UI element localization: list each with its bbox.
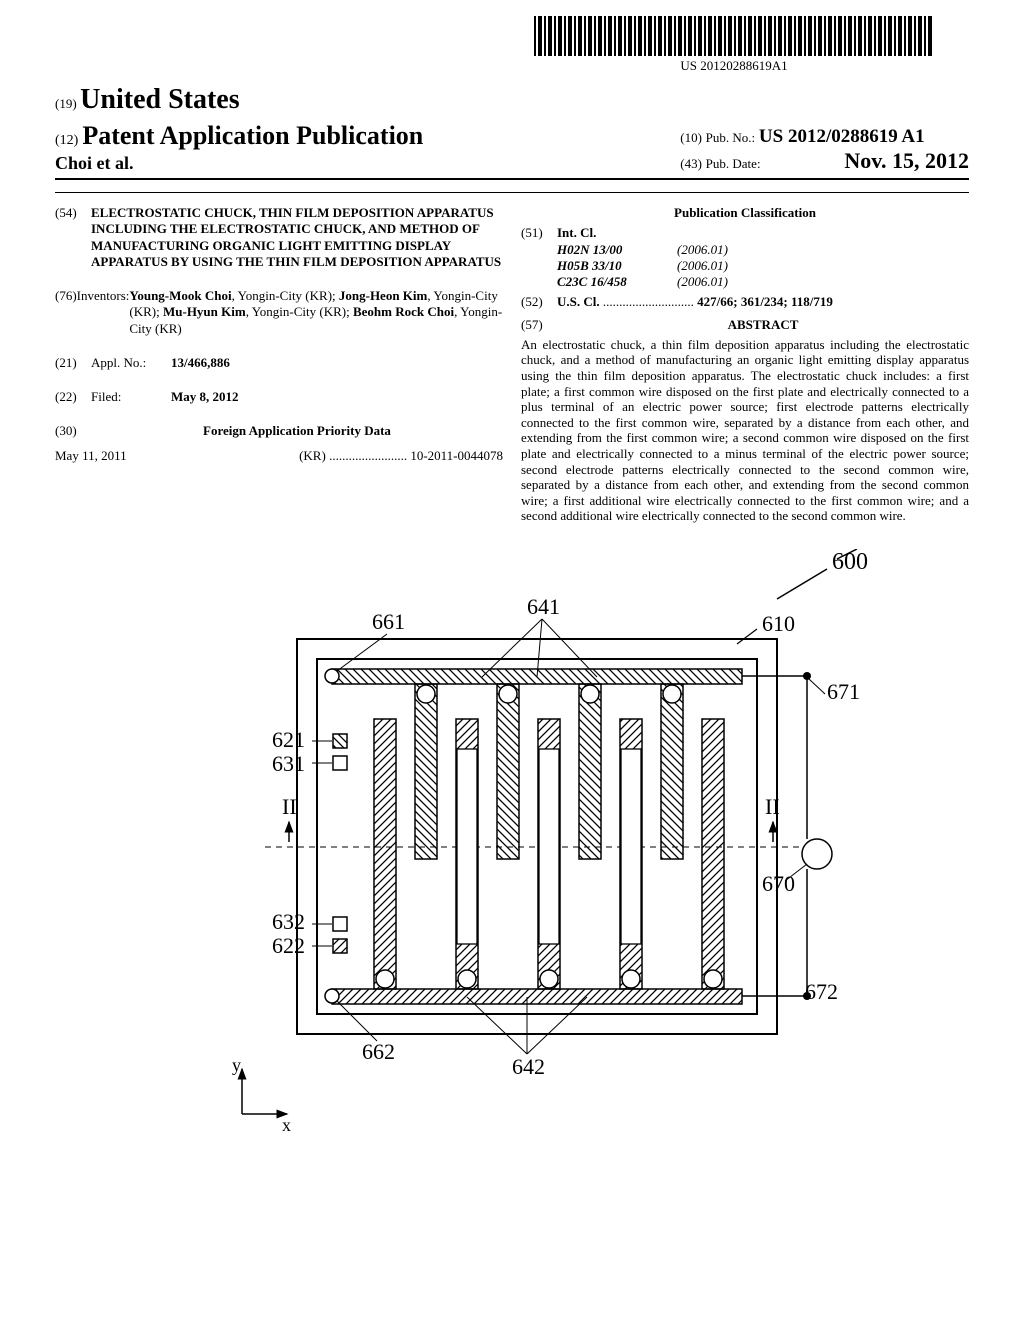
code-54: (54) — [55, 205, 91, 270]
label-641: 641 — [527, 594, 560, 619]
divider-thin — [55, 192, 969, 193]
barcode-text: US 20120288619A1 — [534, 58, 934, 74]
figure-area: 600 610 641 661 671 — [55, 549, 969, 1139]
ipc-year: (2006.01) — [677, 258, 969, 274]
ipc-code: H02N 13/00 — [557, 242, 677, 258]
code-51: (51) — [521, 225, 557, 290]
label-672: 672 — [805, 979, 838, 1004]
priority-number: 10-2011-0044078 — [410, 448, 503, 463]
label-662: 662 — [362, 1039, 395, 1064]
priority-title: Foreign Application Priority Data — [91, 423, 503, 439]
code-57: (57) — [521, 317, 557, 337]
priority-date: May 11, 2011 — [55, 448, 127, 464]
appl-no-value: 13/466,886 — [171, 355, 503, 371]
inventor-name: Young-Mook Choi — [129, 288, 231, 303]
ipc-code: H05B 33/10 — [557, 258, 677, 274]
code-22: (22) — [55, 389, 91, 405]
label-670: 670 — [762, 871, 795, 896]
label-632: 632 — [272, 909, 305, 934]
label-610: 610 — [762, 611, 795, 636]
publication-type: Patent Application Publication — [82, 121, 423, 150]
label-section-left: II — [282, 794, 297, 819]
ipc-year: (2006.01) — [677, 242, 969, 258]
left-column: (54) ELECTROSTATIC CHUCK, THIN FILM DEPO… — [55, 205, 503, 524]
inventor-loc: , Yongin-City (KR); — [232, 288, 339, 303]
pub-no-label: Pub. No.: — [706, 130, 755, 145]
divider-thick — [55, 178, 969, 180]
invention-title: ELECTROSTATIC CHUCK, THIN FILM DEPOSITIO… — [91, 205, 503, 270]
us-cl-label: U.S. Cl. — [557, 294, 600, 309]
ipc-year: (2006.01) — [677, 274, 969, 290]
barcode — [534, 16, 934, 56]
filed-label: Filed: — [91, 389, 171, 405]
figure-svg: 600 610 641 661 671 — [137, 549, 887, 1139]
inventor-name: Jong-Heon Kim — [339, 288, 427, 303]
applicant-name: Choi et al. — [55, 153, 423, 174]
label-621: 621 — [272, 727, 305, 752]
code-12: (12) — [55, 133, 78, 148]
right-column: Publication Classification (51) Int. Cl.… — [521, 205, 969, 524]
inventor-loc: , Yongin-City (KR); — [246, 304, 353, 319]
priority-data: May 11, 2011 (KR) ......................… — [55, 448, 503, 464]
code-21: (21) — [55, 355, 91, 371]
header: (19) United States (12) Patent Applicati… — [55, 84, 969, 174]
priority-country: (KR) — [299, 448, 326, 463]
pub-no: US 2012/0288619 A1 — [759, 126, 925, 147]
content-columns: (54) ELECTROSTATIC CHUCK, THIN FILM DEPO… — [55, 205, 969, 524]
pub-date: Nov. 15, 2012 — [844, 148, 969, 173]
int-cl-label: Int. Cl. — [557, 225, 969, 241]
label-631: 631 — [272, 751, 305, 776]
inventor-name: Beohm Rock Choi — [353, 304, 454, 319]
label-y-axis: y — [232, 1055, 241, 1075]
appl-no-label: Appl. No.: — [91, 355, 171, 371]
code-10: (10) — [680, 130, 702, 145]
ipc-code: C23C 16/458 — [557, 274, 677, 290]
inventor-name: Mu-Hyun Kim — [163, 304, 246, 319]
abstract-title: ABSTRACT — [557, 317, 969, 333]
code-76: (76) — [55, 288, 77, 337]
label-section-right: II — [765, 794, 780, 819]
label-x-axis: x — [282, 1115, 291, 1135]
abstract-body: An electrostatic chuck, a thin film depo… — [521, 337, 969, 524]
label-661: 661 — [372, 609, 405, 634]
label-671: 671 — [827, 679, 860, 704]
barcode-block: US 20120288619A1 — [534, 16, 934, 74]
us-cl-value: 427/66; 361/234; 118/719 — [697, 294, 833, 309]
pub-date-label: Pub. Date: — [706, 156, 761, 171]
code-30: (30) — [55, 423, 91, 439]
label-642: 642 — [512, 1054, 545, 1079]
inventors-names: Young-Mook Choi, Yongin-City (KR); Jong-… — [129, 288, 503, 337]
country-name: United States — [80, 84, 239, 115]
code-52: (52) — [521, 294, 557, 310]
code-43: (43) — [680, 156, 702, 171]
classification-title: Publication Classification — [521, 205, 969, 221]
label-622: 622 — [272, 933, 305, 958]
inventors-label: Inventors: — [77, 288, 130, 337]
filed-value: May 8, 2012 — [171, 389, 503, 405]
code-19: (19) — [55, 96, 77, 111]
